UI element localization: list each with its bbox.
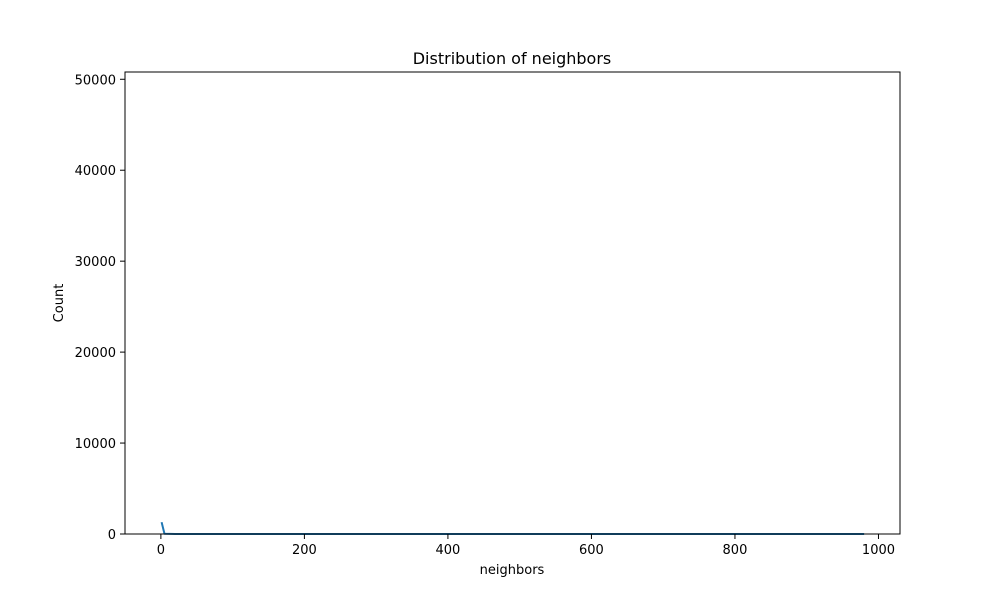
x-tick-label: 0 [157, 543, 165, 558]
x-tick-label: 1000 [862, 543, 895, 558]
plot-frame [124, 71, 901, 535]
y-tick-label: 10000 [75, 437, 116, 452]
x-tick-label: 200 [292, 543, 317, 558]
y-tick-label: 0 [108, 528, 116, 543]
plot-area [160, 521, 865, 535]
y-tick-label: 20000 [75, 346, 116, 361]
x-tick-label: 400 [436, 543, 461, 558]
x-tick-label: 600 [579, 543, 604, 558]
x-axis-ticks: 0 200 400 600 800 1000 [157, 534, 895, 558]
y-axis-ticks: 0 10000 20000 30000 40000 50000 [75, 73, 125, 543]
y-tick-label: 50000 [75, 73, 116, 88]
series-line [160, 521, 865, 535]
x-tick-label: 800 [723, 543, 748, 558]
y-tick-label: 40000 [75, 164, 116, 179]
y-axis-label: Count [52, 284, 67, 323]
y-tick-label: 30000 [75, 255, 116, 270]
x-axis-label: neighbors [480, 563, 545, 578]
chart-title: Distribution of neighbors [413, 49, 612, 68]
